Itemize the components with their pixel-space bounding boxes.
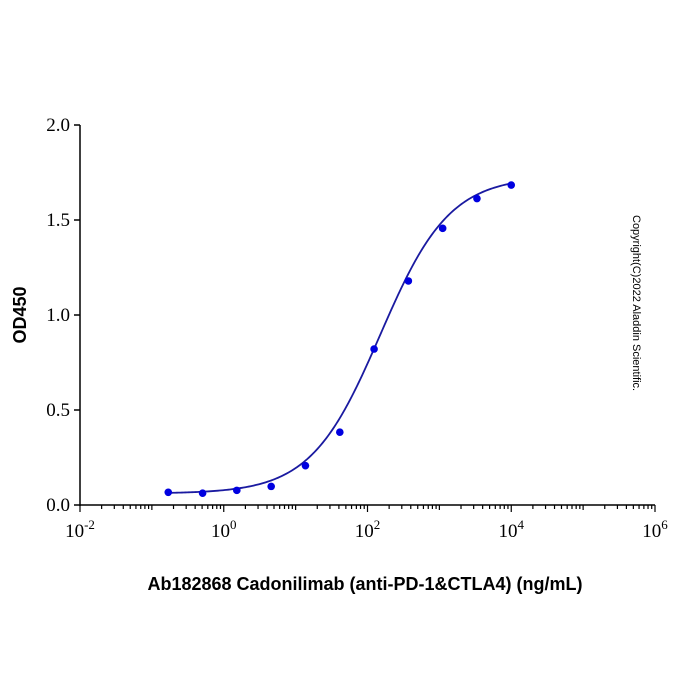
data-point	[301, 461, 310, 470]
x-tick-label: 104	[499, 517, 525, 542]
data-point	[198, 489, 207, 498]
data-point	[507, 181, 516, 189]
data-point	[267, 482, 275, 491]
axes	[79, 125, 655, 506]
y-tick-label: 0.0	[46, 495, 70, 516]
data-points	[164, 181, 516, 498]
data-point	[164, 488, 173, 497]
x-tick-label: 102	[355, 517, 381, 542]
data-point	[473, 194, 481, 203]
data-point	[336, 428, 344, 437]
data-point	[233, 486, 241, 495]
x-axis-title: Ab182868 Cadonilimab (anti-PD-1&CTLA4) (…	[147, 574, 582, 594]
y-tick-label: 2.0	[46, 115, 70, 136]
data-point	[438, 224, 447, 233]
ticks: 0.0 0.5 1.0 1.5 2.0 10-2 100 102 104 106	[46, 115, 668, 542]
y-tick-label: 1.0	[46, 305, 70, 326]
data-point	[370, 345, 378, 353]
y-axis-title: OD450	[10, 286, 30, 343]
data-point	[404, 277, 413, 285]
copyright-annotation: Copyright(C)2022 Aladdin Scientific.	[630, 215, 642, 391]
fit-curve	[168, 182, 512, 494]
x-tick-label: 10-2	[65, 517, 95, 542]
x-tick-label: 106	[642, 517, 668, 542]
y-tick-label: 0.5	[46, 400, 70, 421]
y-tick-label: 1.5	[46, 210, 70, 231]
x-tick-label: 100	[211, 517, 237, 542]
